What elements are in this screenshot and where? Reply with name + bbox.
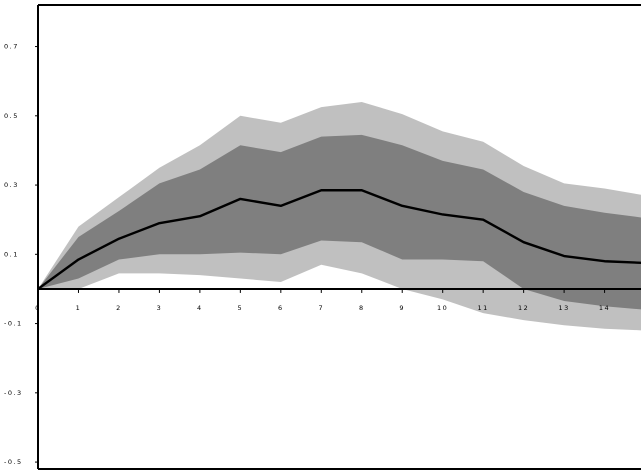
x-tick-label: 0	[35, 304, 41, 312]
y-tick-label: 0.5	[4, 112, 19, 120]
y-tick-label: -0.5	[4, 458, 23, 466]
x-tick-label: 1	[76, 304, 82, 312]
y-tick-label: 0.7	[4, 43, 19, 51]
y-tick-label: 0.1	[4, 250, 19, 258]
x-tick-label: 7	[318, 304, 324, 312]
x-tick-label: 5	[238, 304, 244, 312]
y-tick-label: -0.1	[4, 320, 23, 328]
inner-confidence-band	[38, 134, 641, 310]
axes	[37, 4, 641, 470]
x-tick-label: 10	[437, 304, 448, 312]
y-axis-ticks: 0.7 0.5 0.3 0.1 -0.1 -0.3 -0.5	[4, 43, 38, 466]
y-tick-label: 0.3	[4, 181, 19, 189]
x-tick-label: 11	[478, 304, 489, 312]
response-line-0	[37, 189, 641, 290]
series-group	[37, 189, 641, 290]
x-tick-label: 9	[399, 304, 405, 312]
x-tick-label: 8	[359, 304, 365, 312]
confidence-bands	[38, 101, 641, 331]
x-tick-label: 6	[278, 304, 284, 312]
x-tick-label: 13	[558, 304, 569, 312]
x-axis-ticks: 0 1 2 3 4 5 6 7 8 9 10 11 12 13 14	[35, 288, 610, 312]
x-tick-label: 12	[518, 304, 529, 312]
x-tick-label: 14	[599, 304, 610, 312]
y-tick-label: -0.3	[4, 389, 23, 397]
x-tick-label: 2	[116, 304, 122, 312]
x-tick-label: 4	[197, 304, 203, 312]
x-tick-label: 3	[157, 304, 163, 312]
